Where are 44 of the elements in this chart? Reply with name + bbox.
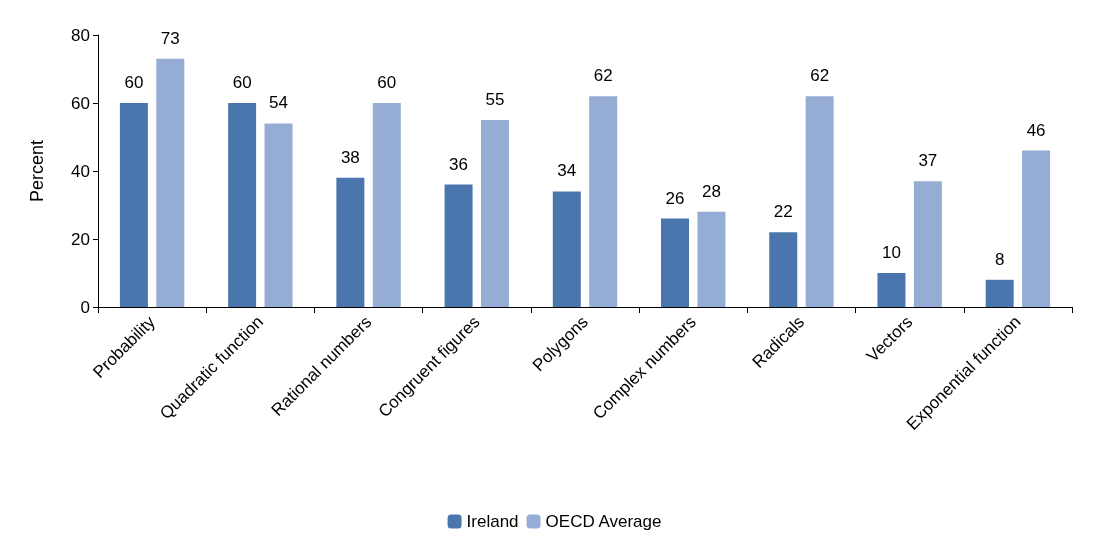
- data-label: 37: [918, 151, 938, 171]
- data-label: 36: [449, 154, 469, 174]
- bar: [480, 120, 509, 307]
- bar: [1022, 150, 1051, 307]
- data-label: 22: [773, 202, 793, 222]
- y-tick-label: 80: [71, 25, 90, 45]
- bar: [372, 103, 401, 307]
- data-label: 28: [701, 181, 721, 201]
- data-label: 73: [160, 28, 180, 48]
- data-label: 60: [232, 73, 252, 92]
- bar: [228, 103, 257, 307]
- y-tick-label: 40: [71, 161, 90, 181]
- bar: [336, 177, 365, 307]
- bar: [985, 279, 1014, 307]
- bar: [769, 232, 798, 307]
- y-tick-label: 60: [71, 93, 90, 113]
- bar: [661, 218, 690, 307]
- data-label: 62: [810, 66, 830, 86]
- data-label: 62: [593, 66, 613, 86]
- data-label: 38: [340, 147, 360, 167]
- data-label: 54: [269, 93, 288, 113]
- legend-label: OECD Average: [545, 512, 662, 531]
- data-label: 8: [994, 249, 1005, 269]
- data-label: 34: [557, 161, 577, 181]
- data-label: 26: [665, 188, 685, 208]
- bar: [264, 123, 293, 307]
- bar: [913, 181, 942, 307]
- bar: [119, 103, 148, 307]
- data-label: 60: [124, 73, 144, 92]
- y-tick-label: 0: [80, 297, 90, 317]
- legend-label: Ireland: [466, 512, 519, 531]
- y-tick-label: 20: [71, 229, 90, 249]
- bar: [697, 211, 726, 307]
- bar: [589, 96, 618, 307]
- bar: [444, 184, 473, 307]
- bar: [877, 273, 906, 307]
- bar: [552, 191, 581, 307]
- data-label: 55: [485, 90, 505, 109]
- data-label: 60: [377, 73, 397, 92]
- bar: [156, 58, 185, 307]
- data-label: 46: [1026, 120, 1046, 140]
- y-axis-title: Percent: [27, 139, 47, 203]
- data-label: 10: [882, 243, 901, 262]
- bar: [805, 96, 834, 307]
